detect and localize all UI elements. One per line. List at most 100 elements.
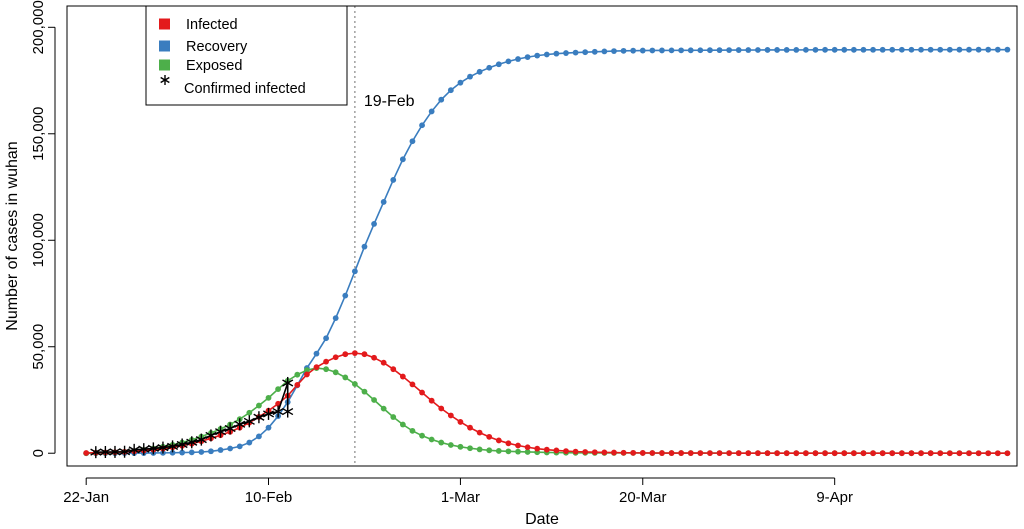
- infected-point: [294, 382, 301, 388]
- recovery-point: [755, 47, 761, 53]
- infected-point: [879, 450, 886, 457]
- exposed-point: [486, 447, 493, 454]
- exposed-point: [457, 443, 464, 450]
- confirmed-infected-point: [195, 433, 207, 446]
- exposed-point: [419, 432, 425, 439]
- exposed-point: [371, 397, 377, 403]
- recovery-point: [668, 47, 675, 54]
- recovery-point: [611, 48, 617, 54]
- recovery-point: [447, 87, 454, 94]
- infected-point: [678, 450, 685, 456]
- legend-label-confirmed-infected: Confirmed infected: [184, 81, 306, 97]
- infected-point: [716, 450, 723, 457]
- recovery-point: [937, 46, 944, 53]
- infected-point: [755, 450, 761, 457]
- recovery-point: [966, 46, 972, 53]
- recovery-point: [342, 292, 349, 299]
- infected-point: [611, 449, 617, 456]
- recovery-point: [649, 47, 656, 54]
- infected-point: [572, 448, 579, 455]
- infected-point: [380, 359, 387, 366]
- infected-point: [668, 450, 675, 456]
- recovery-point: [591, 48, 598, 55]
- confirmed-infected-point: [128, 443, 140, 456]
- recovery-point: [783, 47, 790, 53]
- recovery-point: [217, 447, 224, 453]
- exposed-point: [265, 394, 272, 401]
- recovery-point: [659, 47, 665, 54]
- infected-point: [802, 450, 809, 457]
- infected-point: [841, 450, 848, 457]
- exposed-point: [275, 386, 282, 393]
- recovery-point: [735, 47, 742, 53]
- recovery-point: [889, 46, 896, 53]
- x-tick-label: 10-Feb: [245, 489, 293, 506]
- infected-point: [591, 449, 598, 456]
- recovery-point: [543, 51, 550, 58]
- recovery-point: [946, 46, 953, 53]
- recovery-point: [361, 243, 368, 250]
- confirmed-infected-point: [147, 442, 159, 455]
- confirmed-infected-point: [119, 445, 131, 458]
- infected-line: [86, 352, 1008, 455]
- recovery-point: [563, 50, 569, 56]
- exposed-point: [256, 402, 262, 409]
- confirmed-infected-point: [138, 443, 150, 456]
- confirmed-infected-point: [272, 405, 284, 418]
- infected-point: [83, 450, 90, 456]
- recovery-point: [428, 108, 435, 115]
- x-tick-label: 20-Mar: [619, 489, 667, 506]
- x-tick-label: 9-Apr: [816, 489, 853, 506]
- infected-point: [793, 450, 800, 457]
- legend-swatch-exposed: [159, 59, 170, 71]
- exposed-point: [294, 371, 301, 378]
- recovery-point: [208, 448, 214, 455]
- recovery-point: [870, 46, 876, 53]
- recovery-point: [467, 73, 473, 80]
- exposed-point: [476, 446, 483, 453]
- recovery-point: [572, 49, 579, 56]
- recovery-point: [476, 68, 483, 75]
- recovery-point: [774, 47, 780, 53]
- series-lines: [86, 48, 1008, 455]
- infected-point: [898, 450, 905, 457]
- infected-point: [342, 351, 349, 358]
- recovery-point: [985, 46, 992, 53]
- infected-point: [371, 354, 377, 361]
- y-tick-label: 0: [30, 449, 47, 457]
- infected-point: [630, 449, 637, 456]
- exposed-point: [390, 414, 397, 420]
- infected-point: [351, 350, 358, 357]
- recovery-point: [850, 46, 857, 53]
- recovery-point: [399, 156, 406, 163]
- confirmed-infected-point: [109, 445, 121, 458]
- recovery-point: [764, 47, 771, 53]
- recovery-point: [332, 315, 339, 322]
- recovery-point: [198, 449, 205, 455]
- recovery-point: [179, 449, 186, 456]
- recovery-point: [822, 46, 828, 53]
- recovery-point: [879, 46, 886, 53]
- recovery-point: [256, 433, 262, 440]
- legend-label-exposed: Exposed: [186, 58, 242, 74]
- recovery-line: [86, 48, 1008, 455]
- recovery-point: [553, 50, 560, 57]
- confirmed-infected-point: [176, 438, 188, 451]
- series-markers: [83, 46, 1011, 459]
- legend: Infected Recovery Exposed Confirmed infecte…: [145, 5, 348, 106]
- annotation-label: 19-Feb: [364, 93, 415, 110]
- plot-frame: [66, 5, 1018, 467]
- infected-point: [889, 450, 896, 457]
- recovery-point: [313, 350, 320, 357]
- infected-point: [505, 440, 512, 447]
- recovery-point: [975, 46, 982, 53]
- infected-point: [697, 450, 704, 457]
- exposed-point: [524, 449, 531, 455]
- recovery-point: [534, 52, 541, 59]
- axes: 22-Jan 10-Feb 1-Mar 20-Mar 9-Apr 0 50,000 100,0…: [30, 0, 1018, 506]
- infected-point: [467, 424, 473, 431]
- recovery-point: [390, 177, 397, 183]
- recovery-point: [515, 56, 521, 62]
- confirmed-infected-point: [186, 436, 198, 449]
